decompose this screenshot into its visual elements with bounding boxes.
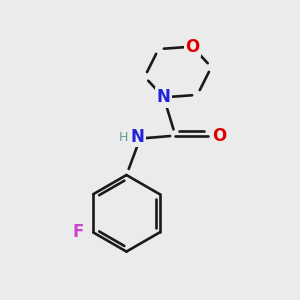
Text: O: O (185, 38, 200, 56)
Text: O: O (212, 127, 227, 145)
Text: N: N (157, 88, 171, 106)
Text: N: N (131, 128, 145, 146)
Text: F: F (73, 224, 84, 242)
Text: H: H (119, 130, 129, 144)
